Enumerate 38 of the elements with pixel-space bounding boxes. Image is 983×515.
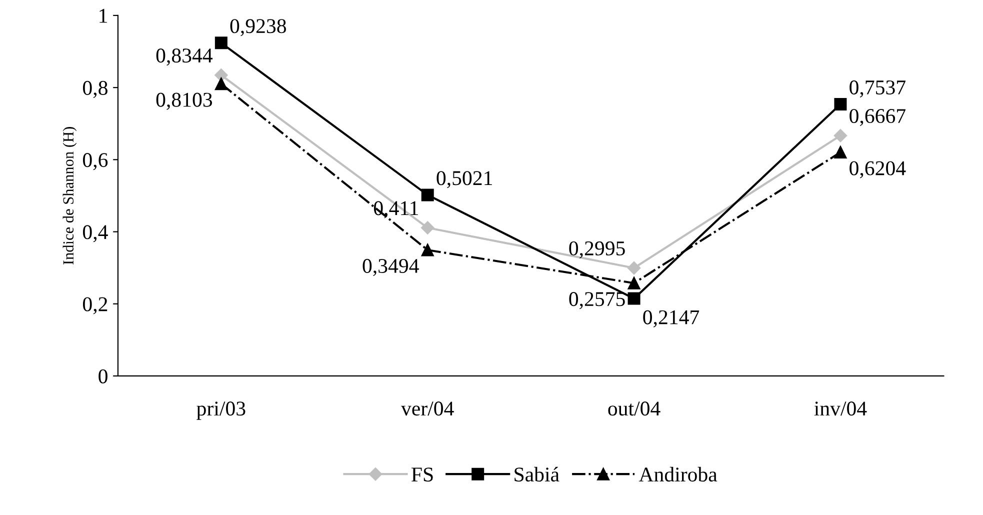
data-label: 0,6204 bbox=[850, 161, 906, 178]
data-label: 0,411 bbox=[374, 201, 418, 218]
point bbox=[421, 244, 434, 256]
point bbox=[214, 68, 228, 82]
data-label: 0,9238 bbox=[230, 19, 286, 36]
x-tick-label: pri/03 bbox=[196, 402, 246, 420]
point bbox=[834, 129, 848, 142]
y-tick-label: 0 bbox=[98, 369, 108, 384]
legend-label: Andiroba bbox=[638, 466, 718, 482]
data-label: 0,8344 bbox=[156, 48, 213, 66]
point bbox=[214, 78, 228, 90]
legend-label: FS bbox=[412, 468, 433, 482]
y-tick-label: 0,4 bbox=[82, 225, 108, 242]
x-tick-label: ver/04 bbox=[400, 402, 454, 416]
legend-label: Sabiá bbox=[514, 466, 560, 482]
point bbox=[627, 261, 641, 275]
data-label: 0,6667 bbox=[850, 108, 906, 126]
data-label: 0,8103 bbox=[156, 92, 212, 110]
data-label: 0,2575 bbox=[569, 292, 625, 310]
point bbox=[628, 292, 640, 305]
y-tick-label: 0,6 bbox=[82, 153, 108, 170]
data-label: 0,2147 bbox=[643, 310, 700, 328]
y-axis-title: Indice de Shannon (H) bbox=[62, 127, 77, 265]
point bbox=[421, 221, 434, 234]
y-tick-label: 0,8 bbox=[82, 80, 108, 98]
data-label: 0,7537 bbox=[850, 80, 906, 98]
x-tick-label: inv/04 bbox=[814, 402, 867, 416]
point bbox=[628, 276, 640, 290]
data-label: 0,2995 bbox=[569, 241, 625, 258]
point bbox=[214, 36, 228, 50]
x-tick-label: out/04 bbox=[608, 402, 660, 416]
point bbox=[421, 188, 434, 202]
y-tick-label: 0,2 bbox=[82, 297, 108, 314]
data-label: 0,3494 bbox=[362, 258, 419, 276]
data-label: 0,5021 bbox=[436, 171, 492, 188]
point bbox=[834, 146, 847, 159]
y-tick-label: 1 bbox=[100, 8, 107, 23]
point bbox=[834, 98, 847, 110]
